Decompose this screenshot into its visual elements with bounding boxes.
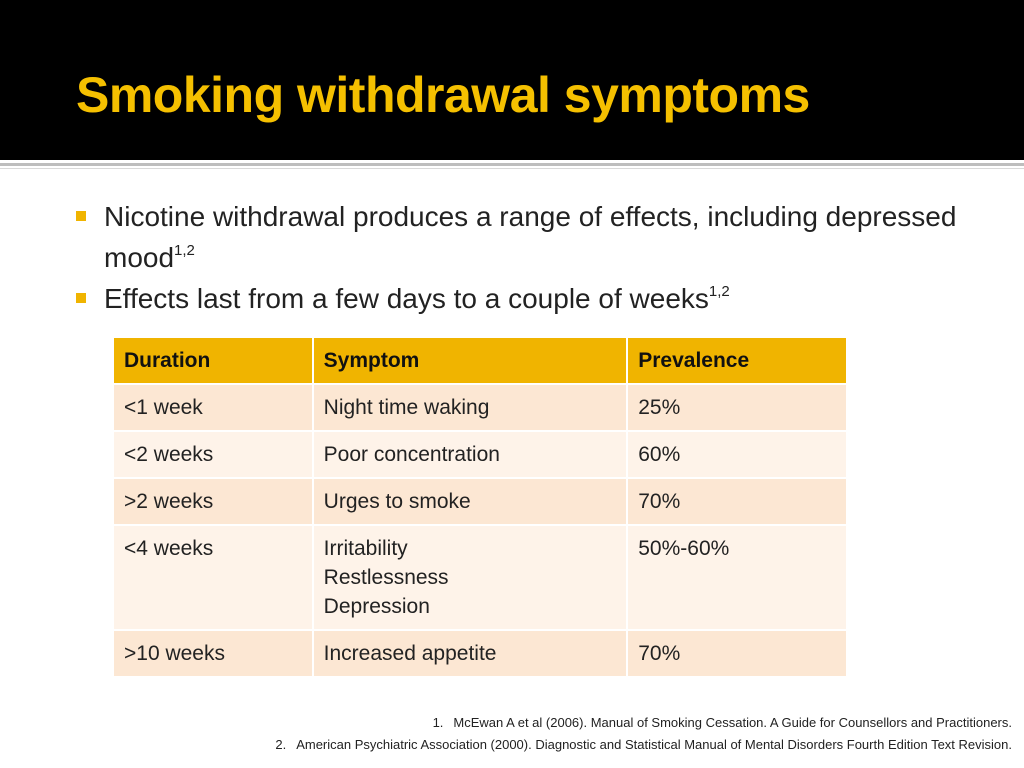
symptom-line: Poor concentration <box>323 443 500 466</box>
cell-prevalence: 50%-60% <box>626 524 848 631</box>
bullet-item: Nicotine withdrawal produces a range of … <box>76 196 976 278</box>
symptom-line: Depression <box>323 595 430 618</box>
header-symptom: Symptom <box>311 336 629 385</box>
header-prevalence: Prevalence <box>626 336 848 385</box>
table-header-row: Duration Symptom Prevalence <box>112 336 848 385</box>
cell-symptom: Poor concentration <box>311 430 629 479</box>
table-row: <1 week Night time waking 25% <box>112 383 848 432</box>
cell-prevalence: 25% <box>626 383 848 432</box>
footnote: 2. American Psychiatric Association (2000… <box>275 734 1012 756</box>
symptoms-table: Duration Symptom Prevalence <1 week Nigh… <box>112 336 848 678</box>
citation-superscript: 1,2 <box>708 283 730 300</box>
cell-prevalence: 70% <box>626 477 848 526</box>
footnote: 1. McEwan A et al (2006). Manual of Smoki… <box>275 712 1012 734</box>
cell-duration: >10 weeks <box>112 629 314 678</box>
bullet-item: Effects last from a few days to a couple… <box>76 278 976 319</box>
symptom-line: Urges to smoke <box>323 490 471 513</box>
bullet-square-icon <box>76 293 86 303</box>
symptom-line: Restlessness <box>323 566 449 589</box>
bullet-list: Nicotine withdrawal produces a range of … <box>76 196 976 319</box>
cell-duration: <1 week <box>112 383 314 432</box>
footnote-number: 1. <box>432 715 444 730</box>
cell-duration: >2 weeks <box>112 477 314 526</box>
bullet-square-icon <box>76 211 86 221</box>
symptom-line: Night time waking <box>323 396 490 419</box>
symptom-line: Irritability <box>323 537 408 560</box>
footnote-number: 2. <box>275 737 287 752</box>
citation-superscript: 1,2 <box>174 242 195 259</box>
slide-title: Smoking withdrawal symptoms <box>76 67 810 123</box>
divider-thin <box>0 168 1024 169</box>
cell-duration: <4 weeks <box>112 524 314 631</box>
cell-symptom: Urges to smoke <box>311 477 629 526</box>
footnote-text: McEwan A et al (2006). Manual of Smoking… <box>453 715 1012 730</box>
cell-symptom: Irritability Restlessness Depression <box>311 524 629 631</box>
header-duration: Duration <box>112 336 314 385</box>
cell-prevalence: 70% <box>626 629 848 678</box>
table-row: <2 weeks Poor concentration 60% <box>112 430 848 479</box>
title-bar: Smoking withdrawal symptoms <box>0 0 1024 160</box>
table-row: >10 weeks Increased appetite 70% <box>112 629 848 678</box>
footnotes: 1. McEwan A et al (2006). Manual of Smoki… <box>275 712 1012 756</box>
divider-thick <box>0 163 1024 166</box>
cell-symptom: Increased appetite <box>311 629 629 678</box>
bullet-text: Effects last from a few days to a couple… <box>104 283 709 314</box>
footnote-text: American Psychiatric Association (2000).… <box>296 737 1012 752</box>
table-row: >2 weeks Urges to smoke 70% <box>112 477 848 526</box>
symptom-line: Increased appetite <box>323 642 497 665</box>
cell-duration: <2 weeks <box>112 430 314 479</box>
table-row: <4 weeks Irritability Restlessness Depre… <box>112 524 848 631</box>
cell-symptom: Night time waking <box>311 383 629 432</box>
cell-prevalence: 60% <box>626 430 848 479</box>
bullet-text: Nicotine withdrawal produces a range of … <box>104 201 957 273</box>
